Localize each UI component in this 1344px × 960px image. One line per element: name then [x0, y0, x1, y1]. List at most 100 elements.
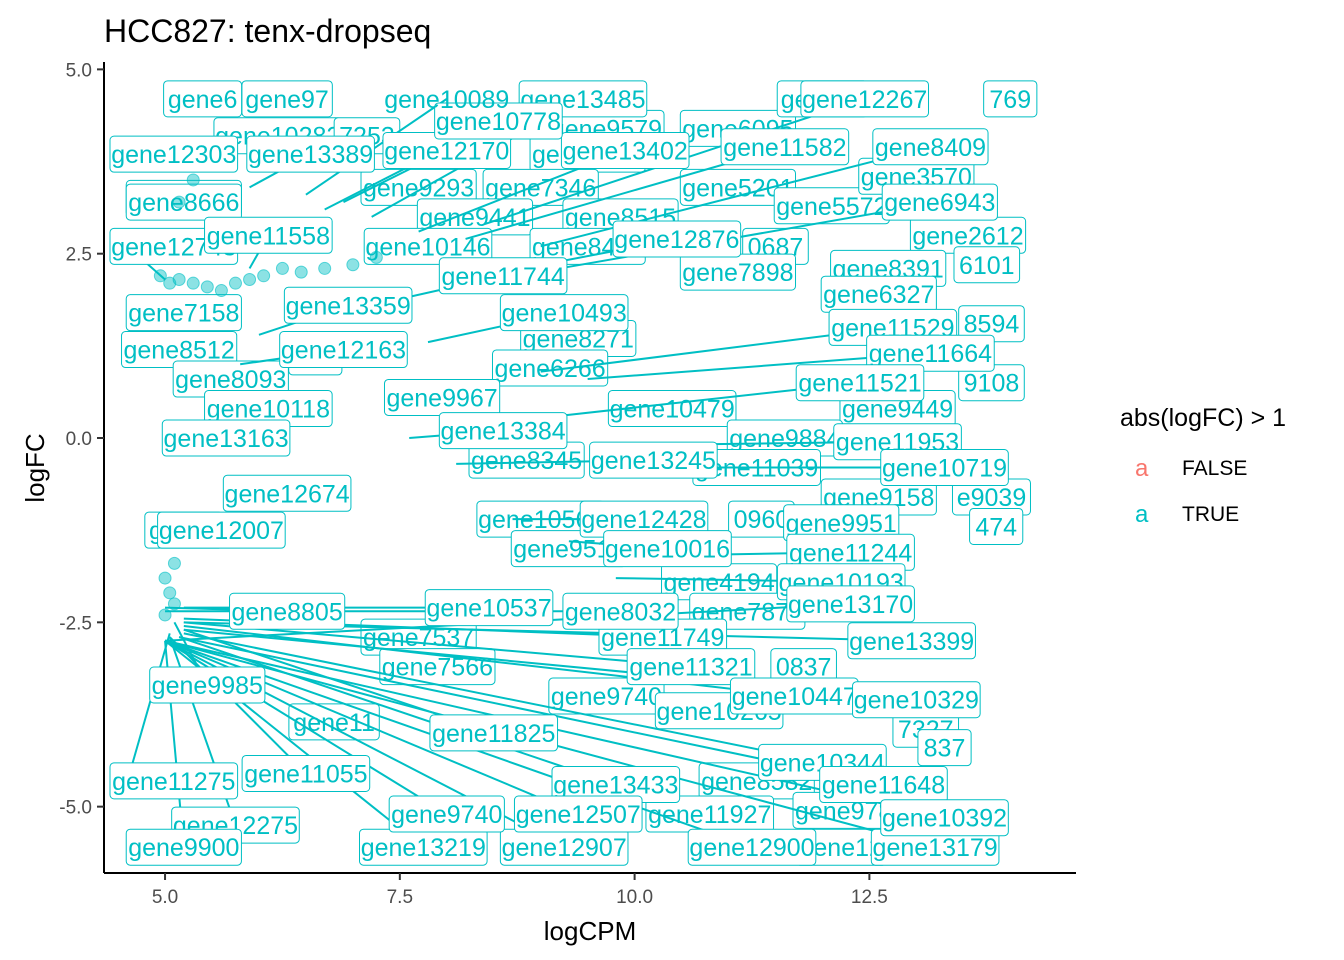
gene-label: 474	[975, 513, 1017, 541]
chart-title: HCC827: tenx-dropseq	[104, 13, 431, 49]
legend-title: abs(logFC) > 1	[1120, 404, 1286, 432]
gene-label: gene11664	[869, 340, 992, 368]
gene-label-box	[969, 507, 1024, 545]
gene-label: gene11055	[244, 760, 367, 788]
data-point	[186, 276, 200, 290]
axes	[103, 62, 1076, 874]
gene-label: gene7898	[682, 259, 793, 287]
point-layer	[153, 158, 383, 622]
legend-key-false: a	[1135, 455, 1149, 482]
gene-label-box	[434, 102, 563, 140]
gene-label-box	[847, 622, 976, 660]
data-point	[318, 261, 332, 275]
data-point	[243, 272, 257, 286]
gene-label-box	[246, 135, 375, 173]
gene-label: gene5572	[776, 193, 887, 221]
gene-label: 8594	[964, 311, 1020, 339]
gene-label: gene2612	[912, 222, 1023, 250]
gene-label: 9108	[964, 370, 1020, 398]
label-connector	[305, 98, 448, 196]
gene-label: gene4194	[664, 569, 775, 597]
gene-label: e9039	[957, 484, 1027, 512]
gene-label-box	[513, 795, 643, 833]
label-connector	[178, 636, 617, 786]
data-point	[172, 195, 186, 209]
gene-label: gene11521	[798, 370, 921, 398]
gene-label-box	[589, 441, 718, 479]
gene-label-box	[157, 511, 286, 549]
gene-label-box	[560, 131, 690, 169]
label-connector	[126, 633, 171, 782]
gene-label: gene13179	[873, 834, 998, 862]
gene-label: gene10089	[384, 86, 509, 114]
gene-label: gene9293	[363, 174, 474, 202]
gene-label-box	[229, 592, 346, 630]
gene-label-box	[163, 80, 243, 118]
gene-label-box	[880, 449, 1009, 486]
gene-label: gene11648	[822, 772, 945, 800]
gene-label: gene12170	[384, 137, 509, 165]
gene-label: gene9441	[419, 204, 530, 232]
gene-label: gene9967	[386, 384, 497, 412]
gene-label: gene8666	[128, 189, 239, 217]
gene-label: gene10778	[436, 108, 561, 136]
gene-label: gene10479	[610, 396, 735, 424]
gene-label: gene13163	[164, 425, 289, 453]
gene-label: gene12428	[581, 506, 706, 534]
legend-label-true: TRUE	[1182, 503, 1239, 526]
gene-label: gene7158	[128, 300, 239, 328]
data-point	[369, 250, 383, 264]
background-label-layer: gene97gene6gene9579gene6095gene102827253…	[121, 80, 1038, 866]
gene-label-box	[499, 294, 629, 332]
y-tick-label: -2.5	[59, 613, 92, 634]
y-axis-title: logFC	[20, 433, 50, 502]
gene-label-box	[612, 220, 742, 258]
gene-label-layer: gene12303 gene13389 gene12170 gene13402 gene…	[109, 80, 1009, 866]
gene-label-box	[953, 246, 1021, 284]
gene-label: gene6327	[823, 281, 934, 309]
x-tick-label: 10.0	[616, 887, 653, 908]
gene-label: gene12507	[516, 801, 641, 829]
gene-label: gene8512	[124, 337, 235, 365]
gene-label: gene10447	[732, 683, 857, 711]
gene-label: gene9951	[786, 510, 897, 538]
data-point	[167, 597, 181, 611]
gene-label: gene9900	[128, 834, 239, 862]
gene-label: gene9740	[551, 683, 662, 711]
x-axis-title: logCPM	[544, 916, 636, 946]
gene-label-box	[429, 714, 559, 752]
gene-label: gene10493	[502, 300, 627, 328]
label-connector	[169, 636, 307, 775]
gene-label: gene6943	[884, 189, 995, 217]
data-point	[275, 261, 289, 275]
gene-label: gene10329	[854, 687, 979, 715]
axis-ticks: 5.0 7.5 10.0 12.5 5.0 2.5 0.0 -2.5 -5.0	[59, 60, 888, 908]
y-tick-label: -5.0	[59, 798, 92, 819]
y-tick-label: 5.0	[66, 60, 92, 81]
gene-label: gene11927	[648, 801, 771, 829]
gene-label: 6101	[959, 252, 1015, 280]
gene-label-box	[687, 828, 817, 866]
gene-label: gene6266	[494, 355, 605, 383]
gene-label: gene13402	[563, 137, 688, 165]
gene-label: gene11825	[432, 720, 555, 748]
data-point	[294, 265, 308, 279]
plot-panel: gene97gene6gene9579gene6095gene102827253…	[109, 80, 1038, 866]
gene-label: gene13433	[553, 772, 678, 800]
gene-label-box	[626, 648, 756, 686]
gene-label-box	[562, 592, 679, 630]
gene-label-box	[438, 257, 568, 295]
gene-label: gene11321	[629, 654, 752, 682]
gene-label-box	[603, 530, 732, 568]
gene-label: 837	[924, 735, 966, 763]
gene-label-box	[388, 795, 505, 833]
data-point	[346, 258, 360, 272]
gene-label: gene11744	[441, 263, 564, 291]
gene-label-box	[800, 80, 929, 118]
gene-label-box	[125, 294, 242, 332]
label-connector	[183, 632, 823, 764]
gene-label-box	[786, 585, 915, 623]
label-connector	[540, 145, 931, 248]
gene-label: gene13170	[788, 591, 913, 619]
data-point	[158, 608, 172, 622]
